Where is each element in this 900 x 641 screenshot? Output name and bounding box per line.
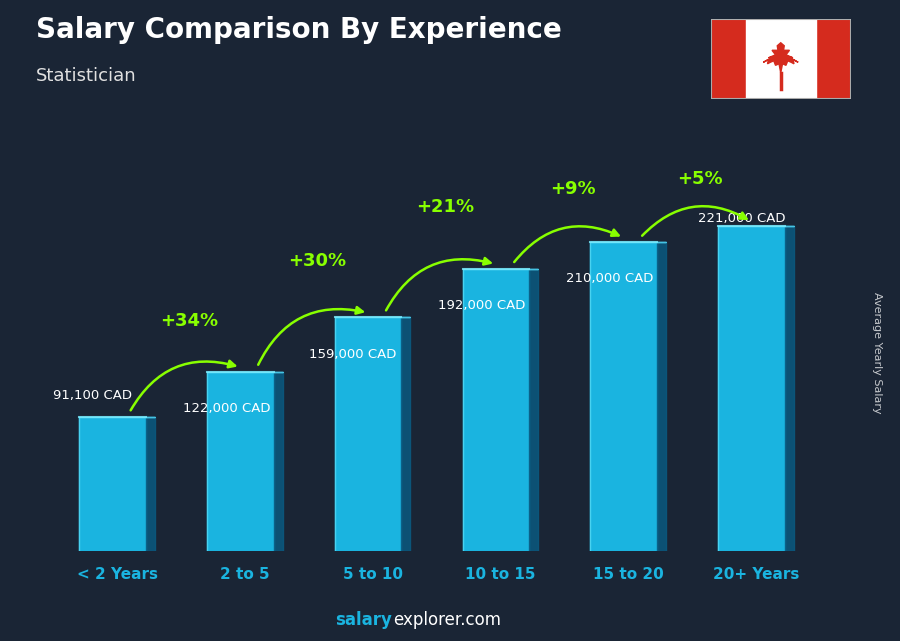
Text: 221,000 CAD: 221,000 CAD (698, 212, 785, 225)
Bar (207, 372, 274, 551)
Text: Average Yearly Salary: Average Yearly Salary (872, 292, 883, 413)
Bar (746, 19, 815, 99)
Polygon shape (274, 372, 283, 551)
Polygon shape (657, 242, 666, 551)
Bar (590, 242, 657, 551)
Text: +9%: +9% (550, 180, 595, 198)
Text: 10 to 15: 10 to 15 (465, 567, 536, 582)
Text: 20+ Years: 20+ Years (713, 567, 799, 582)
Polygon shape (529, 269, 538, 551)
Text: explorer.com: explorer.com (393, 612, 501, 629)
Text: 210,000 CAD: 210,000 CAD (566, 272, 653, 285)
Polygon shape (763, 43, 798, 73)
Bar (463, 269, 529, 551)
Polygon shape (401, 317, 410, 551)
Text: < 2 Years: < 2 Years (76, 567, 158, 582)
Bar (718, 226, 785, 551)
Bar (79, 417, 146, 551)
Polygon shape (146, 417, 155, 551)
Text: 5 to 10: 5 to 10 (343, 567, 402, 582)
Text: 159,000 CAD: 159,000 CAD (310, 347, 397, 360)
Text: Salary Comparison By Experience: Salary Comparison By Experience (36, 16, 562, 44)
Text: 192,000 CAD: 192,000 CAD (438, 299, 526, 312)
Text: +30%: +30% (288, 252, 346, 270)
Text: +34%: +34% (160, 312, 219, 331)
Text: +21%: +21% (416, 197, 473, 215)
Text: 91,100 CAD: 91,100 CAD (52, 388, 131, 402)
Text: 2 to 5: 2 to 5 (220, 567, 270, 582)
Text: 15 to 20: 15 to 20 (593, 567, 663, 582)
Bar (711, 19, 746, 99)
Bar (815, 19, 850, 99)
Polygon shape (785, 226, 794, 551)
Text: +5%: +5% (678, 170, 723, 188)
Text: salary: salary (335, 612, 392, 629)
Text: 122,000 CAD: 122,000 CAD (183, 402, 270, 415)
Bar (335, 317, 401, 551)
Text: Statistician: Statistician (36, 67, 137, 85)
